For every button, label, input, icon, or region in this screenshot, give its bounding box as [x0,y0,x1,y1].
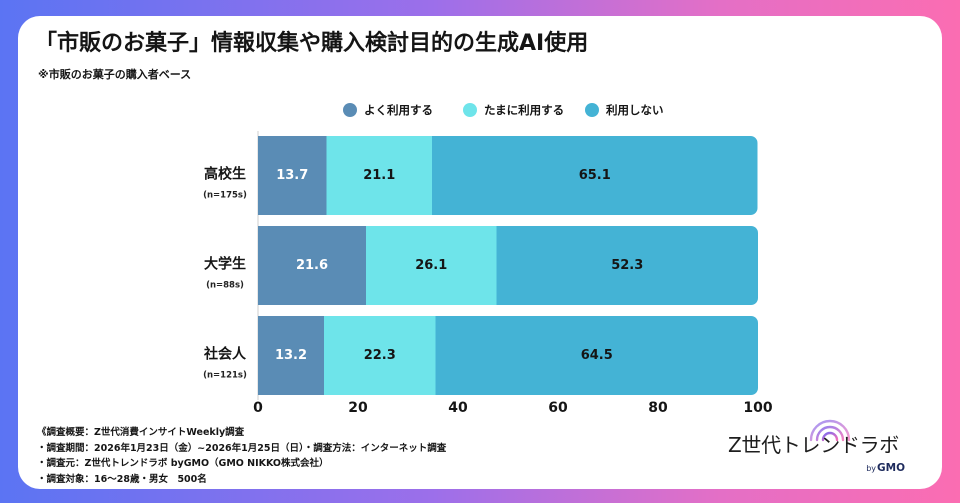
data-label-high-school-students-use-sometimes: 21.1 [363,168,395,183]
legend-item-use-sometimes: たまに利用する [463,102,564,118]
category-label-working-adults: 社会人 [203,346,247,363]
chart-title: 「市販のお菓子」情報収集や購入検討目的の生成AI使用 [35,31,589,56]
bar-segment-high-school-students-use-sometimes [326,136,432,215]
data-label-university-students-not-use: 52.3 [611,258,643,273]
data-label-university-students-use-sometimes: 26.1 [415,258,447,273]
legend-label-use-often: よく利用する [364,103,433,117]
x-tick-label-60: 60 [548,400,568,416]
brand-logo-name: Z世代トレンドラボ [728,433,900,457]
x-tick-label-20: 20 [348,400,368,416]
category-label-university-students: 大学生 [204,256,246,273]
survey-note-line: ・調査期間：2026年1月23日（金）~2026年1月25日（日）・調査方法：イ… [37,442,447,454]
sample-size-university-students: (n=88s) [206,281,244,291]
brand-logo-by: by [866,464,876,473]
legend-swatch-use-sometimes [463,103,477,117]
stacked-bar-chart: 13.7 21.1 65.1 高校生 (n=175s) 21.6 26.1 52.3 大学生 (n… [203,131,773,416]
survey-notes: 《調査概要：Z世代消費インサイトWeekly調査 ・調査期間：2026年1月23… [37,425,446,487]
data-label-university-students-use-often: 21.6 [296,258,328,273]
data-label-working-adults-use-often: 13.2 [275,348,307,363]
legend-swatch-not-use [585,103,599,117]
bar-segment-working-adults-use-often [258,316,324,395]
bar-segment-university-students-use-sometimes [366,226,497,305]
x-tick-label-100: 100 [743,400,772,416]
bar-segment-university-students-use-often [258,226,366,305]
survey-note-line: 《調査概要：Z世代消費インサイトWeekly調査 [37,427,245,438]
legend-swatch-use-often [343,103,357,117]
bar-segment-high-school-students-use-often [258,136,327,215]
sample-size-high-school-students: (n=175s) [203,191,247,201]
chart-subtitle: ※市販のお菓子の購入者ベース [38,68,192,81]
brand-logo-gmo: GMO [877,462,905,474]
legend-label-not-use: 利用しない [606,103,664,117]
data-label-high-school-students-not-use: 65.1 [579,168,611,183]
signal-wave-icon [809,419,851,442]
brand-logo-byline: by GMO [866,462,905,474]
bar-segment-high-school-students-not-use [432,136,758,215]
data-label-working-adults-not-use: 64.5 [581,348,613,363]
category-label-high-school-students: 高校生 [204,166,246,183]
bar-segment-working-adults-not-use [435,316,758,395]
data-label-working-adults-use-sometimes: 22.3 [364,348,396,363]
legend-label-use-sometimes: たまに利用する [484,103,565,117]
survey-note-line: ・調査対象：16～28歳・男女 500名 [37,473,207,485]
x-tick-label-80: 80 [648,400,668,416]
bar-segment-working-adults-use-sometimes [324,316,436,395]
legend-item-not-use: 利用しない [585,102,664,118]
x-tick-label-40: 40 [448,400,468,416]
x-tick-label-0: 0 [253,400,263,416]
bar-segment-university-students-not-use [496,226,758,305]
survey-note-line: ・調査元：Z世代トレンドラボ byGMO（GMO NIKKO株式会社） [37,458,329,469]
sample-size-working-adults: (n=121s) [203,371,247,381]
legend-item-use-often: よく利用する [343,102,433,118]
data-label-high-school-students-use-often: 13.7 [276,168,308,183]
